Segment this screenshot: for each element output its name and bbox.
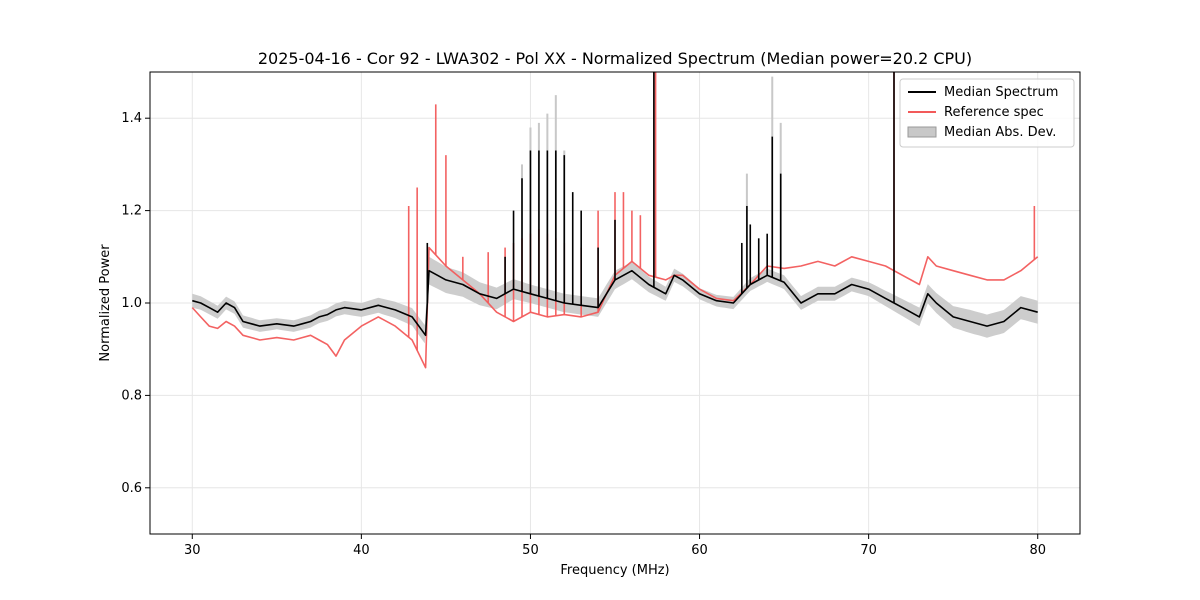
x-tick-label: 30 (184, 543, 201, 558)
x-tick-label: 60 (691, 543, 708, 558)
chart-title: 2025-04-16 - Cor 92 - LWA302 - Pol XX - … (258, 49, 972, 68)
legend: Median Spectrum Reference spec Median Abs.… (899, 78, 1075, 148)
median-spectrum-line (192, 269, 1038, 337)
mad-band (192, 256, 1038, 344)
plot-area (191, 72, 1039, 369)
x-tick-label: 50 (522, 543, 539, 558)
y-tick-label: 0.6 (121, 481, 142, 496)
legend-label: Median Spectrum (944, 85, 1058, 100)
y-tick-label: 1.4 (121, 111, 142, 126)
axis-ticks: 30 40 50 60 70 80 0.6 0.8 1.0 1.2 1.4 (121, 111, 1046, 558)
legend-patch-swatch (907, 126, 937, 138)
legend-label: Reference spec (944, 105, 1044, 120)
legend-box (899, 78, 1075, 148)
x-tick-label: 40 (353, 543, 370, 558)
y-tick-label: 1.0 (121, 296, 142, 311)
reference-spectrum-line (191, 246, 1039, 369)
x-tick-label: 70 (860, 543, 877, 558)
y-tick-label: 1.2 (121, 204, 142, 219)
x-tick-label: 80 (1029, 543, 1046, 558)
y-axis-label: Normalized Power (98, 244, 113, 362)
y-tick-label: 0.8 (121, 388, 142, 403)
legend-label: Median Abs. Dev. (944, 125, 1056, 140)
x-axis-label: Frequency (MHz) (560, 563, 669, 578)
